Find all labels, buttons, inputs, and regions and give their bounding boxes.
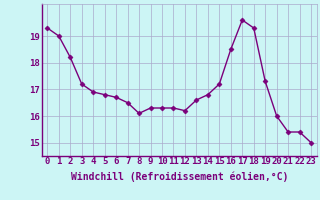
X-axis label: Windchill (Refroidissement éolien,°C): Windchill (Refroidissement éolien,°C) [70,172,288,182]
